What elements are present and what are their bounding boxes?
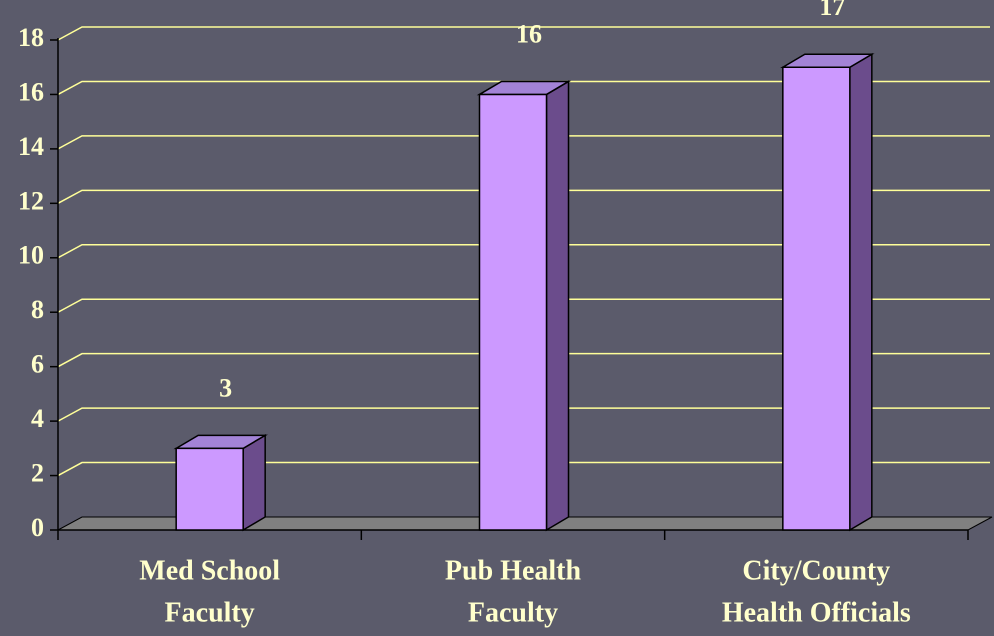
y-tick-label: 2	[31, 459, 44, 488]
y-tick-label: 0	[31, 513, 44, 542]
bar-front	[175, 447, 244, 531]
bar-side	[545, 80, 570, 532]
x-tick-label: City/County	[742, 555, 890, 586]
grid-line	[57, 244, 990, 259]
grid-line	[57, 352, 990, 368]
bar	[780, 52, 875, 532]
x-tick-label: Faculty	[165, 597, 255, 628]
grid-line	[57, 407, 990, 422]
grid-line	[57, 26, 990, 41]
y-tick-label: 10	[18, 241, 44, 270]
grid-line	[57, 461, 990, 477]
y-tick-label: 18	[18, 23, 44, 52]
grid-line	[57, 298, 990, 313]
y-tick-label: 12	[18, 186, 44, 215]
x-tick-label: Med School	[139, 555, 280, 586]
y-tick-label: 8	[31, 295, 44, 324]
bar-side	[849, 52, 873, 532]
value-label: 16	[516, 19, 542, 48]
y-tick-label: 6	[31, 350, 44, 379]
y-tick-label: 4	[31, 404, 44, 433]
x-tick-label: Faculty	[468, 597, 558, 628]
bar	[173, 434, 268, 532]
y-tick-label: 14	[18, 132, 44, 161]
grid-line	[57, 80, 990, 96]
bar	[476, 80, 572, 532]
bar-front	[782, 66, 851, 531]
value-label: 17	[819, 0, 845, 21]
bar-side	[242, 434, 266, 532]
grid-line	[57, 135, 990, 150]
bar-front	[478, 93, 548, 531]
y-tick-label: 16	[18, 77, 44, 106]
value-label: 3	[219, 373, 232, 402]
x-tick-label: Health Officials	[722, 597, 911, 628]
x-tick-label: Pub Health	[445, 555, 582, 586]
grid-line	[57, 189, 990, 204]
